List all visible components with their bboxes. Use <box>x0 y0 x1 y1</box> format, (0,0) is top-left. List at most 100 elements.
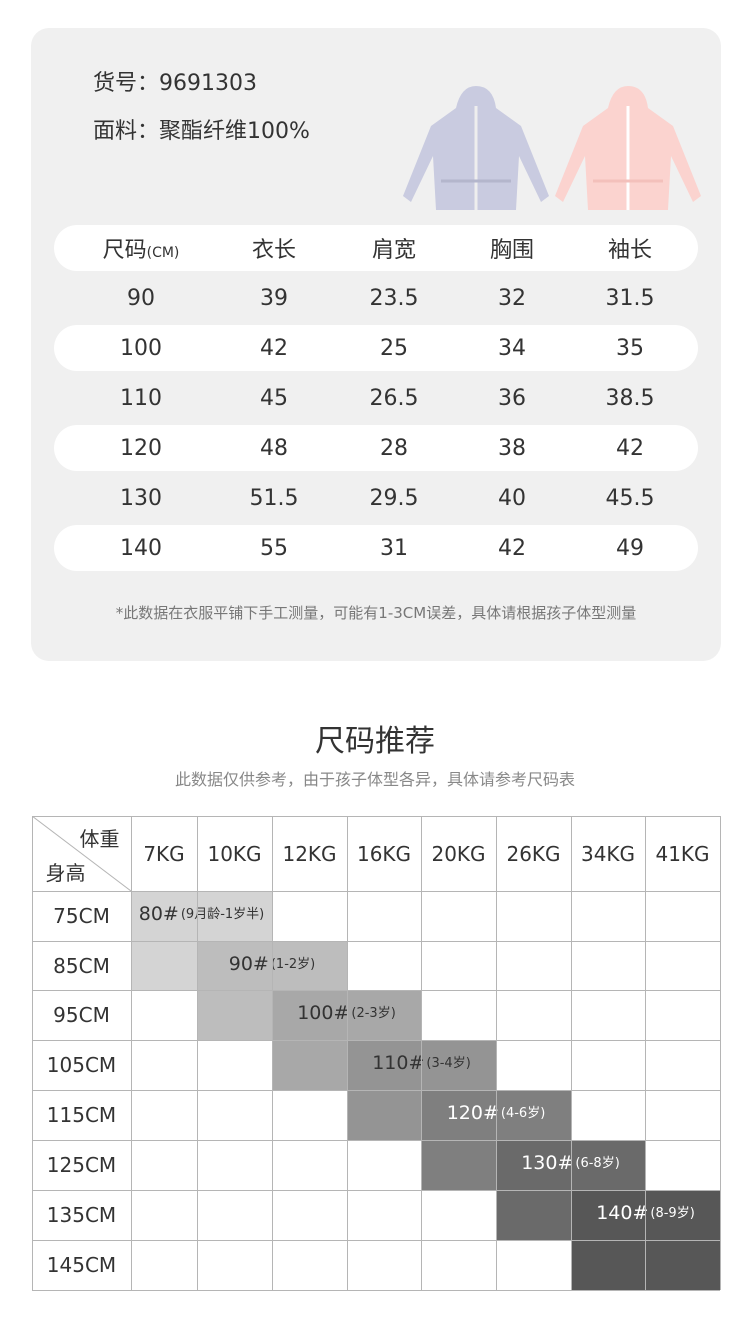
size-table-row: 110 45 26.5 36 38.5 <box>54 375 698 421</box>
size-label: 100# <box>297 1002 350 1024</box>
size-table-row: 90 39 23.5 32 31.5 <box>54 275 698 321</box>
grid-line <box>644 816 646 1290</box>
grid-line <box>32 1239 720 1241</box>
lavender-jacket-image <box>403 86 549 210</box>
table-cell: 25 <box>380 335 408 361</box>
size-label: 80# <box>138 903 179 925</box>
table-cell: 35 <box>616 335 644 361</box>
fabric-value: 聚酯纤维100% <box>159 119 310 144</box>
height-header: 125CM <box>46 1153 117 1177</box>
grid-line <box>32 1139 720 1141</box>
grid-line <box>420 816 422 1290</box>
age-label: (3-4岁) <box>426 1056 471 1071</box>
header-cell: 肩宽 <box>371 238 417 263</box>
age-label: (8-9岁) <box>650 1206 695 1221</box>
fabric: 面料：聚酯纤维100% <box>93 113 310 145</box>
table-cell: 31.5 <box>605 285 655 311</box>
table-cell: 42 <box>260 335 288 361</box>
grid-line <box>32 815 720 817</box>
size-table-header: 尺码(CM) 衣长 肩宽 胸围 袖长 <box>54 225 698 271</box>
table-cell: 45.5 <box>605 485 655 511</box>
table-cell: 42 <box>616 435 644 461</box>
item-number-value: 9691303 <box>159 71 257 96</box>
header-cell: 尺码(CM) <box>102 238 180 263</box>
table-cell: 130 <box>120 485 162 511</box>
table-cell: 140 <box>120 535 162 561</box>
grid-line <box>32 1039 720 1041</box>
size-label: 120# <box>446 1102 499 1124</box>
height-header: 85CM <box>53 953 110 978</box>
item-number-label: 货号： <box>93 71 160 96</box>
age-label: (4-6岁) <box>500 1106 546 1121</box>
grid-line <box>719 816 721 1290</box>
age-label: (6-8岁) <box>575 1156 620 1171</box>
corner-diagonal <box>31 815 132 892</box>
section-subtitle: 此数据仅供参考，由于孩子体型各异，具体请参考尺码表 <box>174 770 575 789</box>
table-cell: 26.5 <box>369 385 419 411</box>
table-cell: 39 <box>260 285 288 311</box>
table-cell: 28 <box>380 435 408 461</box>
header-cell: 袖长 <box>607 238 653 263</box>
table-cell: 38.5 <box>605 385 655 411</box>
weight-header: 10KG <box>207 841 262 866</box>
fabric-label: 面料： <box>93 119 160 144</box>
grid-line <box>31 816 33 1290</box>
table-cell: 90 <box>127 285 155 311</box>
height-header: 115CM <box>46 1103 117 1127</box>
grid-line <box>32 940 720 942</box>
table-cell: 40 <box>498 485 526 511</box>
table-cell: 48 <box>260 435 288 461</box>
table-cell: 23.5 <box>369 285 419 311</box>
grid-line <box>346 816 348 1290</box>
grid-line <box>32 1189 720 1191</box>
table-cell: 51.5 <box>249 485 299 511</box>
table-cell: 55 <box>260 535 288 561</box>
table-cell: 45 <box>260 385 288 411</box>
grid-line <box>32 890 720 892</box>
table-cell: 42 <box>498 535 526 561</box>
size-table-row: 140 55 31 42 49 <box>54 525 698 571</box>
grid-line <box>196 816 198 1290</box>
table-cell: 110 <box>120 385 162 411</box>
table-cell: 29.5 <box>369 485 419 511</box>
table-cell: 100 <box>120 335 162 361</box>
weight-header: 16KG <box>356 841 412 866</box>
table-cell: 32 <box>498 285 526 311</box>
age-label: (9月龄-1岁半) <box>180 907 265 922</box>
corner-height-label: 身高 <box>45 860 86 885</box>
product-info-card: 货号：9691303 面料：聚酯纤维100% 尺码(CM) 衣长 肩宽 胸围 袖长 90 3… <box>31 28 721 661</box>
table-cell: 49 <box>616 535 644 561</box>
size-recommendation-grid: 80# (9月龄-1岁半) 90# (1-2岁) 100# (2-3岁) 110# (3-4岁… <box>31 815 721 1291</box>
grid-line <box>32 989 720 991</box>
height-header: 105CM <box>46 1053 117 1077</box>
table-cell: 31 <box>380 535 408 561</box>
size-table-row: 130 51.5 29.5 40 45.5 <box>54 475 698 521</box>
height-header: 95CM <box>53 1003 110 1027</box>
height-header: 135CM <box>46 1203 117 1227</box>
grid-line <box>271 816 273 1290</box>
grid-line <box>32 1289 720 1291</box>
table-cell: 36 <box>498 385 526 411</box>
size-label: 110# <box>372 1052 425 1074</box>
grid-line <box>570 816 572 1290</box>
grid-line <box>130 816 132 1290</box>
grid-line <box>495 816 497 1290</box>
size-table-row: 120 48 28 38 42 <box>54 425 698 471</box>
height-header: 75CM <box>53 904 110 928</box>
age-label: (1-2岁) <box>270 957 316 972</box>
pink-jacket-image <box>555 86 701 210</box>
grid-line <box>32 1089 720 1091</box>
weight-header: 7KG <box>143 841 185 866</box>
table-cell: 34 <box>498 335 526 361</box>
header-cell: 衣长 <box>251 238 297 263</box>
size-label: 140# <box>596 1202 649 1224</box>
age-label: (2-3岁) <box>351 1006 396 1021</box>
size-label: 90# <box>228 953 269 975</box>
section-title: 尺码推荐 <box>315 724 435 759</box>
header-cell: 胸围 <box>489 238 535 263</box>
item-number: 货号：9691303 <box>93 65 257 97</box>
measurement-note: *此数据在衣服平铺下手工测量，可能有1-3CM误差，具体请根据孩子体型测量 <box>115 604 637 622</box>
corner-weight-label: 体重 <box>79 826 120 851</box>
weight-header: 34KG <box>580 841 636 866</box>
size-table-row: 100 42 25 34 35 <box>54 325 698 371</box>
